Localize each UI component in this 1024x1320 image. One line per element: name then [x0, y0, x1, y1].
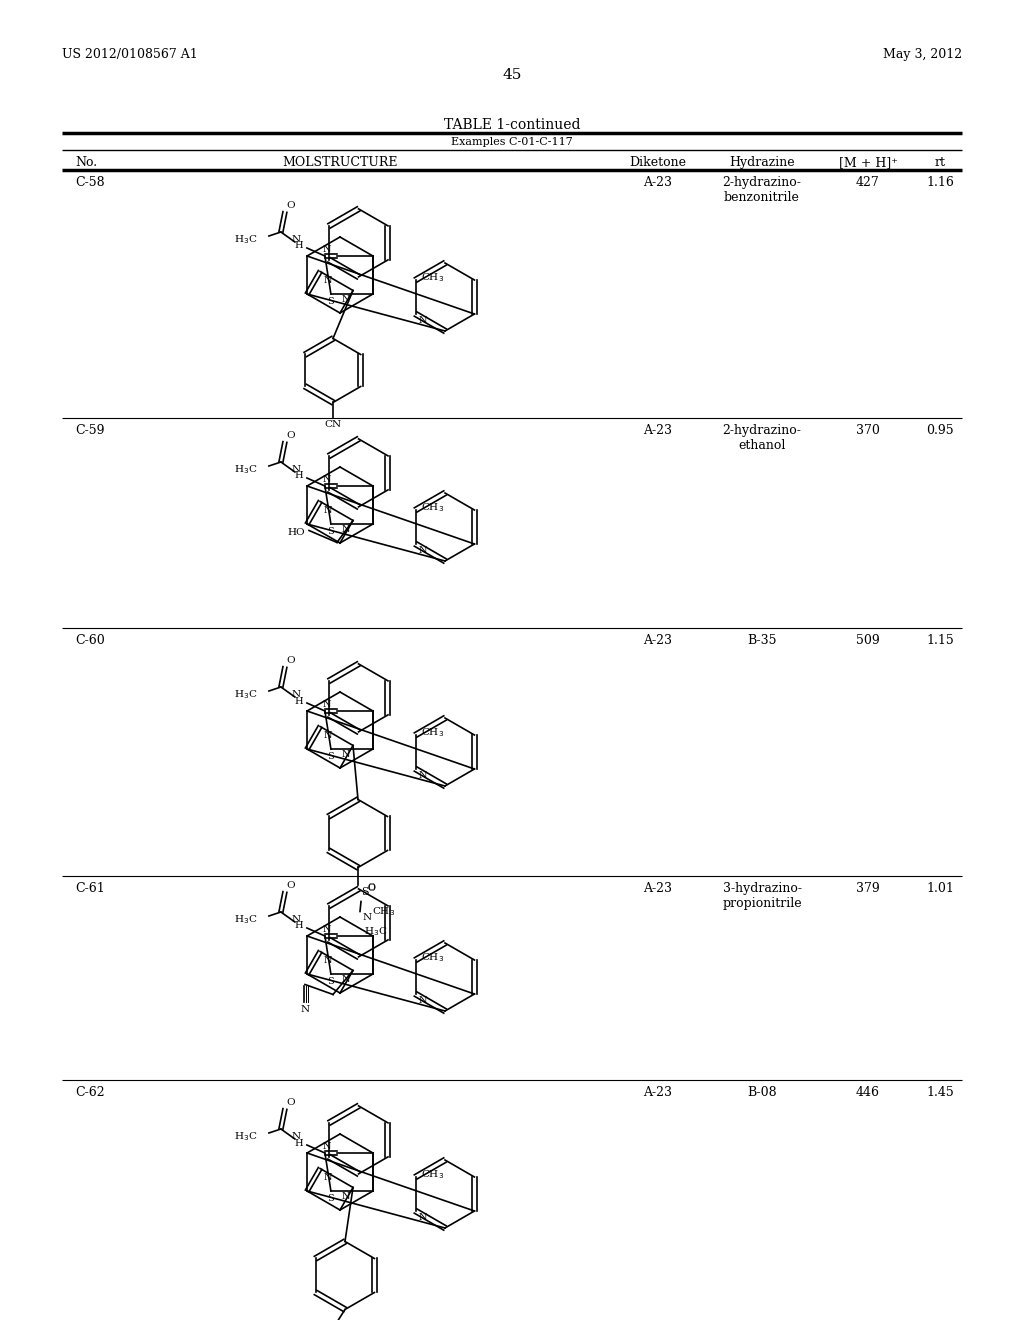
Text: N: N — [324, 731, 332, 741]
Text: Examples C-01-C-117: Examples C-01-C-117 — [452, 137, 572, 147]
Text: 1.45: 1.45 — [926, 1086, 954, 1100]
Text: MOLSTRUCTURE: MOLSTRUCTURE — [283, 156, 397, 169]
Text: B-35: B-35 — [748, 634, 777, 647]
Text: B-08: B-08 — [748, 1086, 777, 1100]
Text: S: S — [328, 297, 334, 306]
Text: N: N — [341, 525, 350, 535]
Text: N: N — [341, 751, 350, 759]
Text: C-59: C-59 — [75, 424, 104, 437]
Text: N: N — [341, 1192, 350, 1201]
Text: H$_3$C: H$_3$C — [364, 925, 387, 939]
Text: US 2012/0108567 A1: US 2012/0108567 A1 — [62, 48, 198, 61]
Text: 427: 427 — [856, 176, 880, 189]
Text: O: O — [367, 884, 375, 894]
Text: C-62: C-62 — [75, 1086, 104, 1100]
Text: CN: CN — [325, 421, 342, 429]
Text: 1.15: 1.15 — [926, 634, 954, 647]
Text: HO: HO — [288, 528, 305, 537]
Text: N: N — [324, 1173, 332, 1183]
Text: O: O — [286, 1098, 295, 1107]
Text: N: N — [323, 700, 331, 709]
Text: CH$_3$: CH$_3$ — [421, 502, 443, 515]
Text: H$_3$C: H$_3$C — [233, 913, 257, 927]
Text: S: S — [328, 977, 334, 986]
Text: 2-hydrazino-
ethanol: 2-hydrazino- ethanol — [723, 424, 802, 451]
Text: CH$_3$: CH$_3$ — [421, 1168, 443, 1181]
Text: N: N — [292, 235, 301, 244]
Text: A-23: A-23 — [643, 634, 673, 647]
Text: N: N — [324, 957, 332, 965]
Text: C-61: C-61 — [75, 882, 104, 895]
Text: 379: 379 — [856, 882, 880, 895]
Text: A-23: A-23 — [643, 882, 673, 895]
Text: H: H — [294, 471, 303, 480]
Text: C-60: C-60 — [75, 634, 104, 647]
Text: CH$_3$: CH$_3$ — [421, 952, 443, 965]
Text: H$_3$C: H$_3$C — [233, 463, 257, 477]
Text: N: N — [323, 246, 331, 253]
Text: O: O — [367, 883, 375, 892]
Text: N: N — [419, 315, 427, 325]
Text: 45: 45 — [503, 69, 521, 82]
Text: N: N — [324, 276, 332, 285]
Text: N: N — [341, 296, 350, 305]
Text: 1.01: 1.01 — [926, 882, 954, 895]
Text: CH$_3$: CH$_3$ — [421, 726, 443, 739]
Text: 1.16: 1.16 — [926, 176, 954, 189]
Text: H: H — [294, 1138, 303, 1147]
Text: H$_3$C: H$_3$C — [233, 1131, 257, 1143]
Text: CH$_3$: CH$_3$ — [421, 272, 443, 284]
Text: N: N — [419, 997, 427, 1005]
Text: N: N — [292, 915, 301, 924]
Text: [M + H]⁺: [M + H]⁺ — [839, 156, 897, 169]
Text: N: N — [419, 1213, 427, 1222]
Text: N: N — [362, 913, 372, 923]
Text: S: S — [361, 887, 369, 898]
Text: N: N — [323, 475, 331, 484]
Text: N: N — [292, 1133, 301, 1140]
Text: N: N — [292, 690, 301, 700]
Text: No.: No. — [75, 156, 97, 169]
Text: A-23: A-23 — [643, 176, 673, 189]
Text: A-23: A-23 — [643, 1086, 673, 1100]
Text: 446: 446 — [856, 1086, 880, 1100]
Text: 2-hydrazino-
benzonitrile: 2-hydrazino- benzonitrile — [723, 176, 802, 205]
Text: N: N — [324, 507, 332, 516]
Text: S: S — [328, 1195, 334, 1203]
Text: O: O — [286, 656, 295, 665]
Text: H$_3$C: H$_3$C — [233, 234, 257, 247]
Text: 3-hydrazino-
propionitrile: 3-hydrazino- propionitrile — [722, 882, 802, 909]
Text: May 3, 2012: May 3, 2012 — [883, 48, 962, 61]
Text: O: O — [286, 201, 295, 210]
Text: Diketone: Diketone — [630, 156, 686, 169]
Text: A-23: A-23 — [643, 424, 673, 437]
Text: 509: 509 — [856, 634, 880, 647]
Text: O: O — [286, 880, 295, 890]
Text: H: H — [294, 242, 303, 251]
Text: 370: 370 — [856, 424, 880, 437]
Text: H: H — [294, 697, 303, 705]
Text: TABLE 1-continued: TABLE 1-continued — [443, 117, 581, 132]
Text: H: H — [294, 921, 303, 931]
Text: 0.95: 0.95 — [926, 424, 953, 437]
Text: Hydrazine: Hydrazine — [729, 156, 795, 169]
Text: N: N — [323, 925, 331, 935]
Text: O: O — [286, 432, 295, 440]
Text: S: S — [328, 752, 334, 762]
Text: N: N — [292, 465, 301, 474]
Text: N: N — [300, 1006, 309, 1015]
Text: N: N — [323, 1142, 331, 1151]
Text: S: S — [328, 527, 334, 536]
Text: H$_3$C: H$_3$C — [233, 689, 257, 701]
Text: N: N — [341, 975, 350, 985]
Text: C-58: C-58 — [75, 176, 104, 189]
Text: N: N — [419, 771, 427, 780]
Text: N: N — [419, 546, 427, 554]
Text: rt: rt — [935, 156, 945, 169]
Text: CH$_3$: CH$_3$ — [372, 906, 395, 917]
